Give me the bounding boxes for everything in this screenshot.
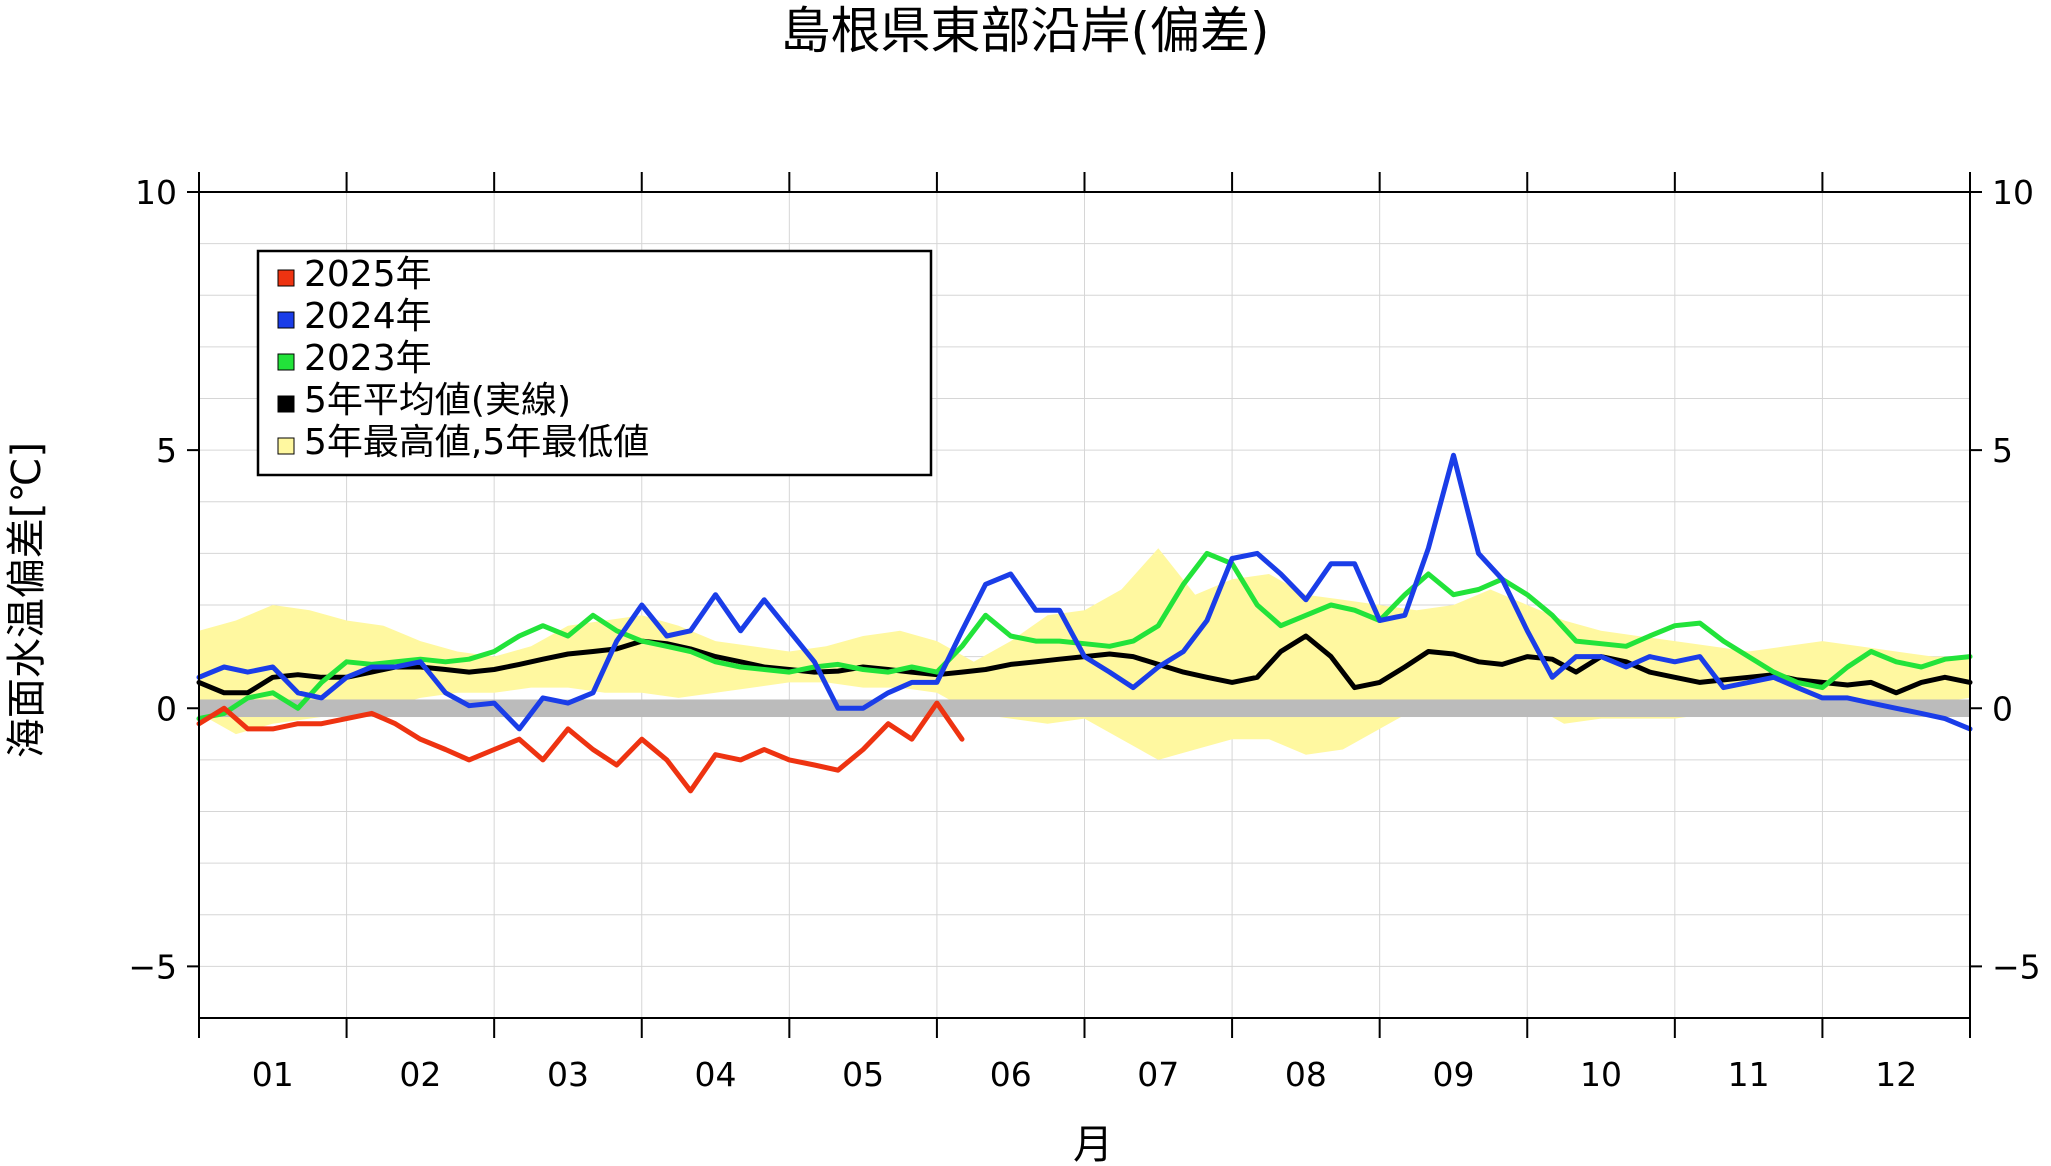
- x-tick-label: 12: [1875, 1055, 1917, 1094]
- legend-swatch: [277, 437, 295, 455]
- x-tick-label: 10: [1580, 1055, 1622, 1094]
- legend-label: 5年最高値,5年最低値: [304, 422, 649, 463]
- series-line: [196, 452, 1973, 732]
- legend-box: [256, 249, 933, 477]
- x-tick-label: 01: [252, 1055, 294, 1094]
- legend-label: 2025年: [304, 254, 432, 295]
- y-tick-label-right: −5: [1992, 947, 2041, 986]
- y-axis-label: 海面水温偏差[℃]: [4, 442, 50, 758]
- series-line: [196, 550, 1973, 722]
- x-tick-label: 11: [1728, 1055, 1770, 1094]
- chart-title: 島根県東部沿岸(偏差): [780, 2, 1269, 60]
- y-tick-label-left: −5: [128, 947, 177, 986]
- zero-reference-band: [199, 699, 1970, 718]
- x-tick-label: 02: [399, 1055, 441, 1094]
- legend-label: 2023年: [304, 338, 432, 379]
- series-layer: [196, 452, 1973, 794]
- legend-label: 2024年: [304, 296, 432, 337]
- y-tick-label-left: 10: [135, 173, 177, 212]
- x-tick-label: 09: [1432, 1055, 1474, 1094]
- x-tick-label: 06: [990, 1055, 1032, 1094]
- y-tick-label-right: 5: [1992, 431, 2013, 470]
- x-axis-label: 月: [1073, 1122, 1113, 1166]
- legend-swatch: [277, 353, 295, 371]
- x-tick-label: 03: [547, 1055, 589, 1094]
- y-tick-label-right: 10: [1992, 173, 2034, 212]
- x-tick-label: 05: [842, 1055, 884, 1094]
- x-tick-label: 04: [695, 1055, 737, 1094]
- legend-swatch: [277, 269, 295, 287]
- legend-swatch: [277, 311, 295, 329]
- y-tick-label-left: 0: [156, 689, 177, 728]
- y-tick-label-left: 5: [156, 431, 177, 470]
- series-line: [196, 700, 965, 794]
- legend-swatch: [277, 395, 295, 413]
- x-tick-label: 07: [1137, 1055, 1179, 1094]
- x-tick-label: 08: [1285, 1055, 1327, 1094]
- y-tick-label-right: 0: [1992, 689, 2013, 728]
- legend-label: 5年平均値(実線): [304, 380, 571, 421]
